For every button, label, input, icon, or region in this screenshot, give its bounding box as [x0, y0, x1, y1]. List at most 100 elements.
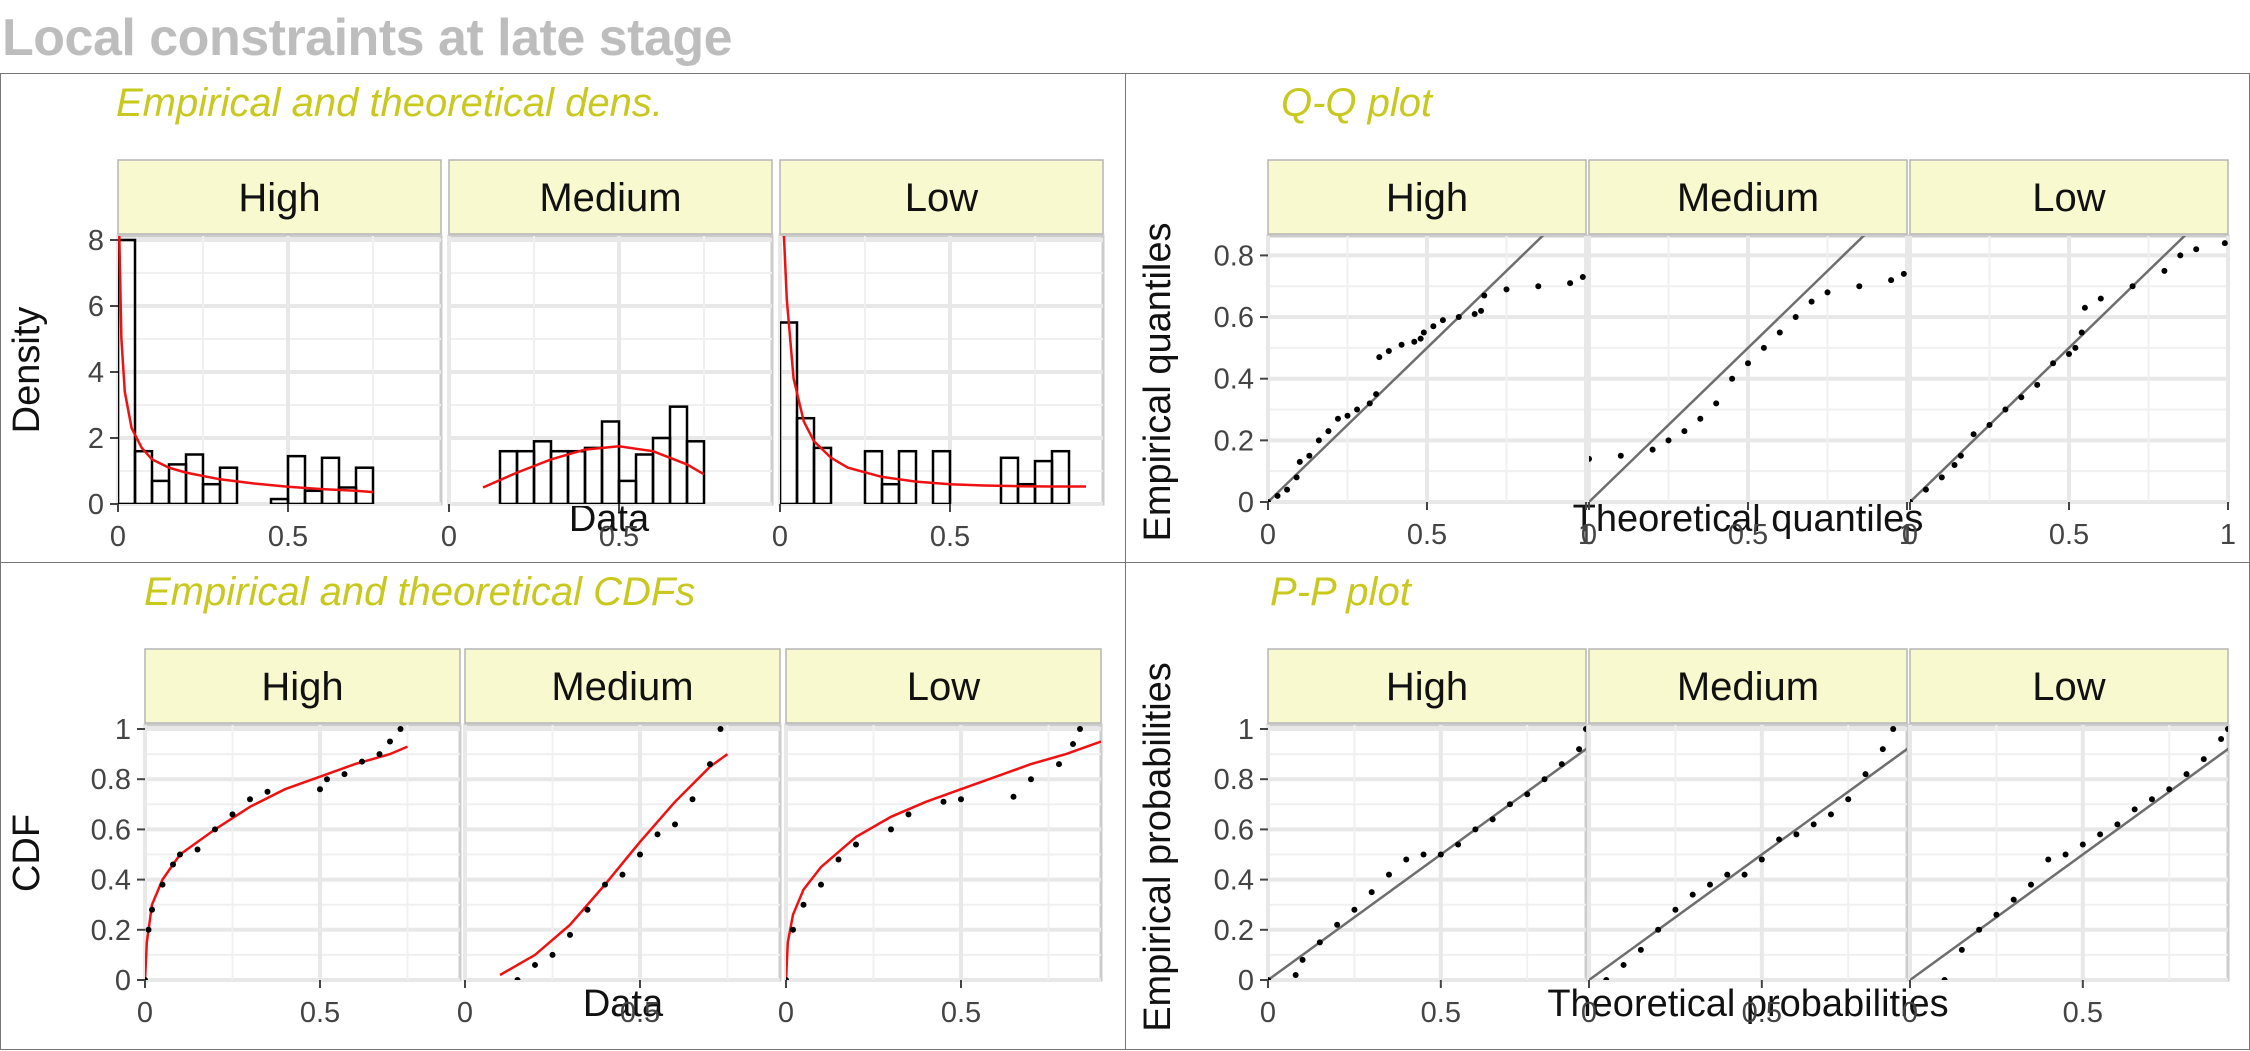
x-tick-label: 1 — [1578, 519, 1594, 551]
data-point — [1941, 977, 1948, 980]
density-plot-section: Empirical and theoretical dens. Density Da… — [0, 73, 1126, 563]
facet-strip — [1909, 648, 2229, 724]
dens-facet-low: Low 0 0.5 — [772, 159, 1105, 553]
data-point — [1344, 412, 1351, 419]
data-point — [602, 881, 608, 888]
data-point — [376, 751, 383, 758]
data-point — [324, 776, 330, 783]
data-point — [2079, 841, 2086, 848]
data-point — [2097, 295, 2104, 302]
y-tick-label: 8 — [88, 225, 104, 257]
y-tick-label: 0.8 — [1214, 764, 1254, 796]
y-tick-label: 0.2 — [1214, 425, 1254, 457]
qq-plot-section: Q-Q plot Empirical quantiles Theoretical q… — [1125, 73, 2250, 563]
data-point — [264, 788, 271, 795]
histogram-bar — [1050, 449, 1071, 504]
plot-panel — [784, 723, 1103, 982]
data-point — [2177, 252, 2184, 259]
data-point — [1951, 462, 1958, 469]
panel-content — [482, 405, 706, 504]
data-point — [2045, 856, 2052, 863]
cdf-plot-svg: Empirical and theoretical CDFs CDF Data Hig… — [6, 570, 1103, 1029]
y-tick-label: 2 — [88, 423, 104, 455]
qq-facet-medium: Medium 0 0.5 1 — [1581, 159, 1915, 551]
data-point — [149, 906, 155, 913]
data-point — [1524, 791, 1531, 798]
plot-panel — [1266, 723, 1588, 982]
panel-content — [1268, 236, 1586, 502]
pp-facet-high: High 0 0.5 0 0.2 0.4 0.6 0.8 1 — [1214, 648, 1588, 1029]
data-point — [1862, 771, 1869, 778]
data-point — [1455, 841, 1462, 848]
x-tick-label: 0.5 — [268, 521, 308, 553]
histogram-bar — [897, 449, 918, 504]
reference-line — [1589, 236, 1866, 502]
x-tick-label: 0.5 — [620, 997, 660, 1029]
data-point — [1478, 307, 1485, 314]
data-point — [2148, 796, 2155, 803]
dens-y-axis-title: Density — [6, 307, 48, 434]
data-point — [637, 851, 643, 858]
y-tick-label: 0.6 — [1214, 814, 1254, 846]
dens-facet-high: High 0 0.5 0 2 4 6 8 — [88, 159, 443, 553]
data-point — [1713, 400, 1720, 407]
cdf-y-axis-title: CDF — [6, 814, 48, 892]
data-point — [1420, 329, 1427, 336]
x-tick-label: 0.5 — [300, 997, 340, 1029]
data-point — [1535, 283, 1542, 290]
data-point — [1471, 310, 1478, 317]
data-point — [145, 926, 152, 933]
data-point — [247, 796, 253, 803]
reference-line — [1910, 747, 2228, 980]
y-tick-label: 0 — [88, 489, 104, 521]
data-point — [1986, 421, 1993, 428]
data-point — [177, 851, 183, 858]
data-point — [1620, 961, 1627, 968]
data-point — [2193, 246, 2200, 253]
x-tick-label: 0 — [1260, 997, 1276, 1029]
data-point — [1938, 474, 1945, 481]
facet-strip-label: High — [261, 665, 343, 709]
data-point — [2161, 267, 2168, 274]
qq-panel-title: Q-Q plot — [1281, 81, 1434, 125]
y-tick-label: 1 — [115, 714, 131, 746]
x-tick-label: 0.5 — [1742, 997, 1782, 1029]
data-point — [1070, 741, 1076, 748]
x-tick-label: 0 — [110, 521, 126, 553]
data-point — [1689, 891, 1696, 898]
pp-y-axis-title: Empirical probabilities — [1137, 662, 1179, 1032]
data-point — [1334, 921, 1341, 928]
data-point — [940, 798, 947, 805]
y-tick-label: 0 — [1238, 487, 1254, 519]
data-point — [1976, 926, 1983, 933]
facet-strip — [144, 648, 461, 724]
facet-strip-label: Medium — [1677, 176, 1819, 220]
panel-content — [780, 236, 1086, 504]
data-point — [584, 906, 591, 913]
facet-strip — [779, 159, 1104, 235]
cdf-facet-low: Low 0 0.5 — [778, 648, 1103, 1029]
data-point — [1665, 437, 1672, 444]
data-point — [1617, 452, 1624, 459]
data-point — [1411, 338, 1418, 345]
data-point — [1417, 335, 1424, 342]
data-point — [2050, 360, 2057, 367]
facet-strip — [1588, 648, 1908, 724]
data-point — [2166, 786, 2173, 793]
data-point — [1808, 298, 1815, 305]
data-point — [689, 796, 696, 803]
data-point — [1824, 289, 1831, 296]
data-point — [1437, 851, 1444, 858]
y-tick-label: 0.4 — [1214, 364, 1254, 396]
facet-strip-label: High — [1386, 176, 1468, 220]
data-point — [1028, 776, 1034, 783]
theoretical-curve — [782, 236, 1086, 488]
data-point — [2072, 344, 2079, 351]
histogram-bar — [999, 456, 1020, 504]
histogram-bar — [118, 238, 137, 504]
data-point — [1958, 946, 1965, 953]
data-point — [359, 758, 365, 765]
x-tick-label: 0.5 — [2049, 519, 2089, 551]
data-point — [1325, 428, 1332, 435]
data-point — [2027, 881, 2034, 888]
